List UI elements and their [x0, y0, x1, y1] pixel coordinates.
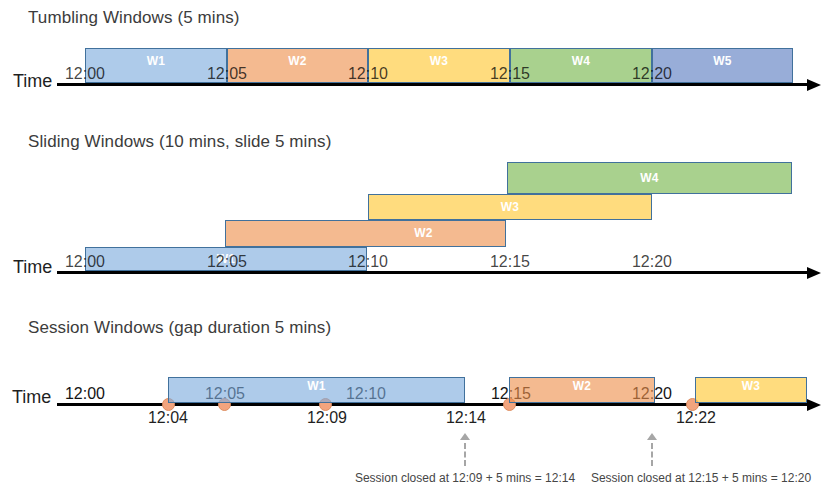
timeline-title: Tumbling Windows (5 mins) — [28, 8, 240, 28]
annotation-text: Session closed at 12:09 + 5 mins = 12:14 — [335, 471, 595, 485]
window-label: W4 — [572, 55, 591, 68]
closure-arrow-icon — [647, 433, 657, 440]
tick-label: 12:10 — [323, 64, 413, 83]
axis-line — [57, 271, 809, 274]
window-label: W2 — [414, 227, 433, 240]
tick-label: 12:00 — [40, 252, 130, 271]
window-label: W4 — [640, 172, 659, 185]
window-label: W1 — [147, 55, 166, 68]
window-label: W1 — [307, 380, 326, 393]
tick-label: 12:10 — [323, 252, 413, 271]
axis-line — [57, 83, 809, 86]
window-w3: W3 — [695, 377, 807, 403]
time-axis-label: Time — [13, 71, 52, 92]
closure-arrow-icon — [460, 433, 470, 440]
window-w1: W1 — [168, 377, 465, 403]
window-w3: W3 — [368, 194, 652, 220]
tick-label: 12:15 — [465, 64, 555, 83]
time-axis-label: Time — [12, 387, 51, 408]
closure-arrow-line — [464, 443, 466, 466]
time-axis-label: Time — [13, 257, 52, 278]
window-label: W2 — [288, 55, 307, 68]
annotation-text: Session closed at 12:15 + 5 mins = 12:20 — [571, 471, 829, 485]
window-label: W5 — [713, 55, 732, 68]
axis-arrow-icon — [807, 399, 821, 411]
tick-label: 12:05 — [182, 64, 272, 83]
tick-label: 12:20 — [607, 64, 697, 83]
axis-arrow-icon — [807, 79, 821, 91]
closure-arrow-line — [651, 443, 653, 466]
tick-label: 12:20 — [607, 252, 697, 271]
axis-arrow-icon — [807, 267, 821, 279]
window-label: W3 — [742, 380, 761, 393]
window-label: W3 — [430, 55, 449, 68]
tick-label: 12:05 — [182, 252, 272, 271]
event-time-label: 12:22 — [651, 408, 741, 427]
window-w4: W4 — [507, 162, 792, 194]
event-time-label: 12:14 — [421, 408, 511, 427]
timeline-title: Sliding Windows (10 mins, slide 5 mins) — [28, 132, 331, 152]
stream-windowing-diagram: Tumbling Windows (5 mins) Time W1 W2 W3 W4 W… — [0, 0, 829, 498]
timeline-title: Session Windows (gap duration 5 mins) — [28, 318, 331, 338]
event-time-label: 12:04 — [123, 408, 213, 427]
tick-label: 12:15 — [465, 252, 555, 271]
event-time-label: 12:09 — [282, 408, 372, 427]
tick-label: 12:00 — [40, 384, 130, 403]
window-w2: W2 — [225, 220, 506, 247]
window-w2: W2 — [509, 377, 655, 403]
tick-label: 12:00 — [40, 64, 130, 83]
window-label: W3 — [501, 201, 520, 214]
window-label: W2 — [573, 380, 592, 393]
